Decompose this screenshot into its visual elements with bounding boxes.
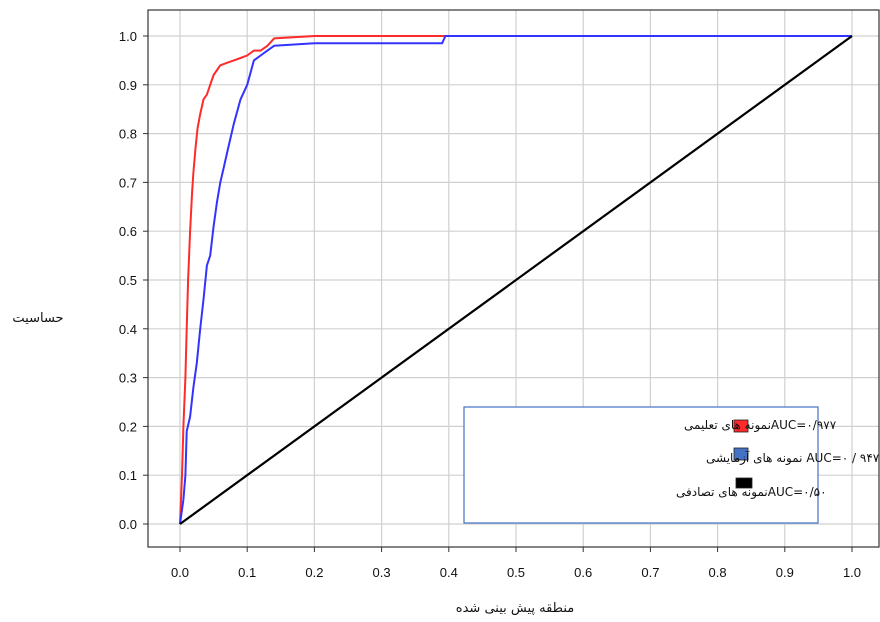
y-tick-label: 0.3 bbox=[119, 371, 137, 386]
legend-swatch bbox=[735, 477, 753, 489]
y-tick-label: 0.6 bbox=[119, 224, 137, 239]
legend-label: AUC=۰/۹۷۷نمونه های تعلیمی bbox=[684, 418, 837, 433]
legend-label: AUC=۰ / ۹۴۷ نمونه های آزمایشی bbox=[706, 450, 880, 466]
y-tick-label: 0.4 bbox=[119, 322, 137, 337]
y-tick-label: 0.9 bbox=[119, 78, 137, 93]
y-tick-label: 0.8 bbox=[119, 127, 137, 142]
y-tick-label: 0.2 bbox=[119, 419, 137, 434]
legend-box bbox=[463, 406, 819, 524]
legend-label: AUC=۰/۵۰نمونه های تصادفی bbox=[676, 485, 827, 500]
y-axis-title: حساسیت bbox=[12, 311, 63, 326]
x-tick-label: 0.7 bbox=[641, 565, 659, 580]
x-tick-label: 0.9 bbox=[776, 565, 794, 580]
series-line-training bbox=[179, 35, 852, 525]
x-tick-label: 0.3 bbox=[373, 565, 391, 580]
y-tick-label: 0.7 bbox=[119, 175, 137, 190]
series-line-testing bbox=[179, 35, 852, 525]
x-tick-label: 0.4 bbox=[440, 565, 458, 580]
x-tick-label: 0.8 bbox=[709, 565, 727, 580]
legend: AUC=۰/۹۷۷نمونه های تعلیمی AUC=۰ / ۹۴۷ نمو… bbox=[463, 406, 880, 524]
legend-swatch bbox=[733, 447, 749, 461]
x-tick-label: 1.0 bbox=[843, 565, 861, 580]
x-tick-label: 0.5 bbox=[507, 565, 525, 580]
x-axis-title: منطقه پیش بینی شده bbox=[456, 601, 574, 616]
y-tick-label: 0.5 bbox=[119, 273, 137, 288]
tick-labels: 0.0 0.1 0.2 0.3 0.4 0.5 0.6 0.7 0.8 0.9 1.0 0.0 0.1 0… bbox=[119, 29, 861, 580]
x-tick-label: 0.0 bbox=[171, 565, 189, 580]
y-tick-label: 1.0 bbox=[119, 29, 137, 44]
x-tick-label: 0.1 bbox=[238, 565, 256, 580]
series-line-random bbox=[179, 35, 853, 525]
y-tick-label: 0.0 bbox=[119, 517, 137, 532]
x-tick-label: 0.6 bbox=[574, 565, 592, 580]
x-tick-label: 0.2 bbox=[305, 565, 323, 580]
plot-area bbox=[147, 9, 880, 548]
series-lines bbox=[179, 35, 853, 525]
legend-swatch bbox=[733, 419, 749, 433]
y-tick-label: 0.1 bbox=[119, 468, 137, 483]
